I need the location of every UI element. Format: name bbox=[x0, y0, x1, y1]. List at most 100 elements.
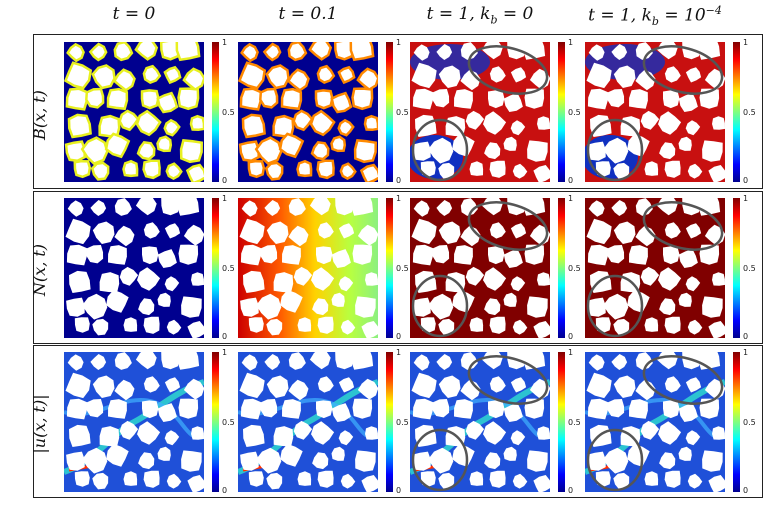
solid-grain bbox=[64, 140, 86, 162]
solid-grain bbox=[613, 162, 630, 180]
solid-grain bbox=[338, 223, 355, 239]
field-image bbox=[64, 42, 204, 182]
colorbar-gradient bbox=[558, 352, 565, 492]
solid-grain bbox=[412, 141, 431, 161]
solid-grain bbox=[664, 66, 681, 83]
solid-grain bbox=[350, 198, 374, 216]
solid-grain bbox=[280, 87, 303, 111]
solid-grain bbox=[603, 137, 629, 164]
solid-grain bbox=[104, 132, 131, 159]
solid-grain bbox=[338, 430, 354, 446]
solid-grain bbox=[280, 443, 303, 467]
solid-grain bbox=[64, 61, 93, 90]
solid-grain bbox=[412, 297, 431, 317]
solid-grain bbox=[241, 113, 266, 139]
solid-grain bbox=[240, 451, 259, 471]
solid-grain bbox=[595, 161, 611, 177]
solid-grain bbox=[65, 218, 91, 245]
solid-grain bbox=[143, 222, 160, 239]
solid-grain bbox=[286, 68, 310, 92]
solid-grain bbox=[687, 473, 703, 489]
solid-grain bbox=[488, 400, 505, 419]
field-panel-r2-c3 bbox=[410, 198, 550, 338]
field-panel-r3-c3 bbox=[410, 352, 550, 492]
solid-grain bbox=[659, 452, 676, 470]
field-panel-r2-c4 bbox=[585, 198, 725, 338]
solid-grain bbox=[629, 89, 648, 109]
solid-grain bbox=[664, 470, 681, 488]
solid-grain bbox=[432, 245, 450, 264]
highlight-ellipse bbox=[586, 118, 644, 182]
solid-grain bbox=[359, 163, 378, 182]
solid-grain bbox=[338, 276, 354, 292]
solid-grain bbox=[420, 317, 436, 333]
solid-grain bbox=[687, 163, 703, 179]
solid-grain bbox=[469, 161, 484, 176]
solid-grain bbox=[157, 292, 171, 307]
field-panel-r3-c4 bbox=[585, 352, 725, 492]
field-image bbox=[410, 198, 550, 338]
solid-grain bbox=[135, 352, 157, 370]
field-panel-r2-c2 bbox=[238, 198, 378, 338]
solid-grain bbox=[67, 113, 92, 139]
field-image bbox=[64, 198, 204, 338]
solid-grain bbox=[92, 375, 115, 398]
solid-grain bbox=[142, 246, 159, 265]
solid-grain bbox=[82, 447, 108, 474]
colorbar-gradient bbox=[386, 42, 393, 182]
field-image bbox=[585, 42, 725, 182]
solid-grain bbox=[308, 42, 333, 61]
solid-grain bbox=[607, 399, 625, 418]
solid-grain bbox=[503, 249, 523, 268]
solid-grain bbox=[432, 89, 450, 108]
solid-grain bbox=[454, 399, 473, 419]
solid-grain bbox=[99, 272, 120, 293]
solid-grain bbox=[176, 352, 200, 370]
solid-grain bbox=[175, 42, 201, 62]
field-panel-r3-c1 bbox=[64, 352, 204, 492]
solid-grain bbox=[119, 420, 139, 440]
colorbar-tick-mid: 0.5 bbox=[743, 418, 756, 427]
solid-grain bbox=[664, 160, 681, 178]
solid-grain bbox=[181, 296, 202, 318]
solid-grain bbox=[512, 163, 528, 179]
field-panel-r3-c2 bbox=[238, 352, 378, 492]
colorbar-tick-top: 1 bbox=[396, 348, 402, 357]
solid-grain bbox=[67, 354, 84, 371]
solid-grain bbox=[537, 272, 550, 286]
solid-grain bbox=[143, 376, 160, 393]
solid-grain bbox=[241, 200, 258, 217]
solid-grain bbox=[335, 198, 354, 216]
solid-grain bbox=[137, 267, 161, 291]
solid-grain bbox=[191, 272, 204, 286]
solid-grain bbox=[161, 352, 180, 370]
solid-grain bbox=[92, 221, 115, 244]
solid-grain bbox=[355, 296, 376, 318]
solid-grain bbox=[527, 450, 548, 472]
solid-grain bbox=[356, 67, 378, 92]
solid-grain bbox=[664, 376, 681, 393]
solid-grain bbox=[613, 375, 636, 398]
solid-grain bbox=[503, 136, 517, 151]
colorbar bbox=[386, 352, 393, 492]
solid-grain bbox=[248, 317, 264, 333]
solid-grain bbox=[113, 42, 134, 62]
solid-grain bbox=[106, 289, 129, 313]
solid-grain bbox=[587, 398, 609, 420]
colorbar bbox=[558, 198, 565, 338]
colorbar-tick-top: 1 bbox=[568, 348, 574, 357]
solid-grain bbox=[264, 161, 284, 181]
solid-grain bbox=[239, 372, 265, 399]
solid-grain bbox=[164, 223, 181, 239]
solid-grain bbox=[412, 244, 434, 266]
solid-grain bbox=[118, 109, 140, 132]
solid-grain bbox=[65, 87, 89, 111]
colorbar-tick-bottom: 0 bbox=[396, 176, 402, 185]
solid-grain bbox=[352, 398, 373, 419]
solid-grain bbox=[309, 352, 331, 370]
colorbar-tick-mid: 0.5 bbox=[222, 418, 235, 427]
solid-grain bbox=[176, 198, 200, 216]
solid-grain bbox=[365, 272, 378, 286]
solid-grain bbox=[438, 318, 455, 336]
field-panel-r1-c2 bbox=[238, 42, 378, 182]
